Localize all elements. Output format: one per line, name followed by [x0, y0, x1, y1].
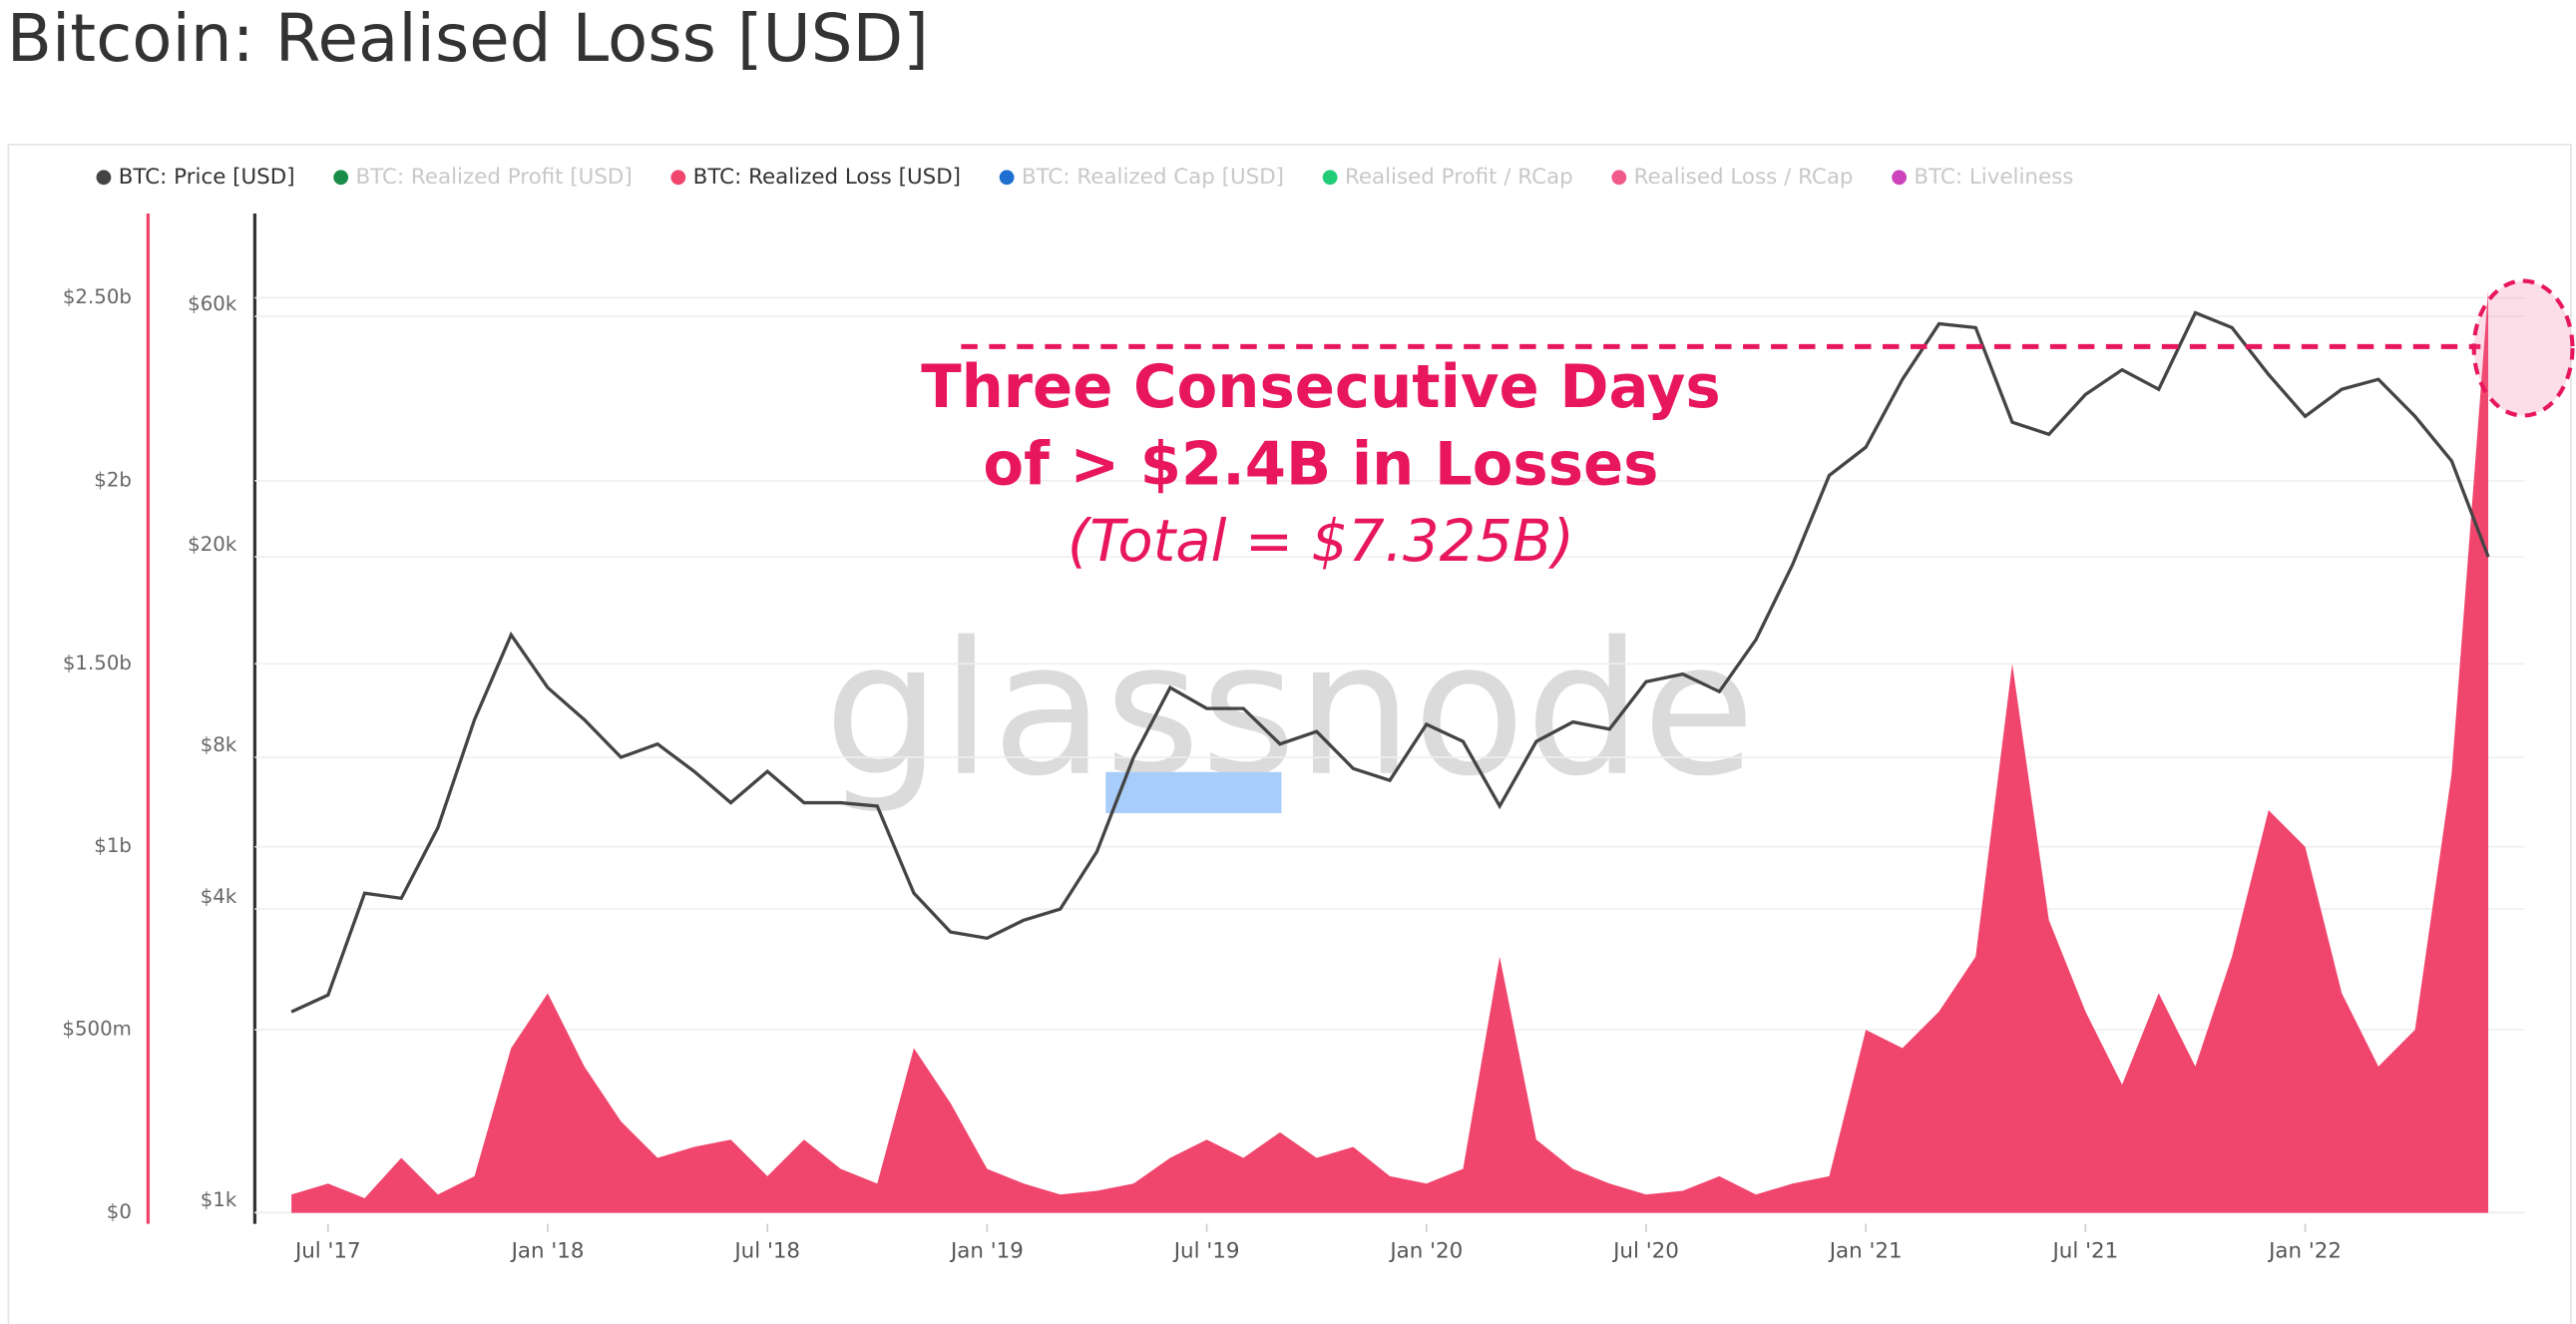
x-tick-label: Jan '22 — [2267, 1239, 2342, 1264]
legend-label[interactable]: Realised Loss / RCap — [1634, 165, 1854, 190]
annotation: (Total = $7.325B) — [1068, 508, 1574, 575]
y-tick-label: $2.50b — [63, 285, 132, 308]
legend-marker — [333, 170, 349, 186]
highlight — [1105, 771, 1282, 813]
x-tick-label: Jan '19 — [949, 1239, 1024, 1264]
annotation: Three Consecutive Days — [921, 352, 1720, 421]
price-line — [290, 310, 2490, 1014]
y2-tick-label: $4k — [201, 885, 237, 908]
x-tick-label: Jan '18 — [510, 1239, 585, 1264]
x-tick-label: Jan '20 — [1388, 1239, 1463, 1264]
legend-label[interactable]: Realised Profit / RCap — [1345, 165, 1573, 190]
legend-label[interactable]: BTC: Realized Cap [USD] — [1022, 165, 1284, 190]
x-tick-label: Jul '18 — [732, 1239, 800, 1264]
watermark: glassnode — [824, 604, 1756, 817]
legend-label[interactable]: BTC: Price [USD] — [119, 165, 295, 190]
y-tick-label: $1b — [94, 834, 132, 857]
x-tick-label: Jan '21 — [1828, 1239, 1903, 1264]
legend-marker — [670, 170, 686, 186]
annotation: of > $2.4B in Losses — [983, 429, 1658, 498]
y2-tick-label: $20k — [188, 533, 237, 556]
x-tick-label: Jul '19 — [1172, 1239, 1240, 1264]
legend-marker — [999, 170, 1015, 186]
plot: $0 $500m $1b $1.50b $2b $2.50b $1k $4k $8k $20k $6… — [62, 214, 2525, 1264]
y2-tick-label: $60k — [188, 292, 237, 315]
y-tick-label: $0 — [107, 1200, 132, 1223]
y-tick-label: $1.50b — [63, 652, 132, 674]
x-tick-label: Jul '21 — [2050, 1239, 2118, 1264]
legend-marker — [1611, 170, 1627, 186]
highlight-circle — [2471, 278, 2575, 418]
chart-frame — [7, 144, 2572, 1324]
legend-label[interactable]: BTC: Realized Loss [USD] — [693, 165, 961, 190]
page-title: Bitcoin: Realised Loss [USD] — [7, 0, 929, 77]
legend-label[interactable]: BTC: Realized Profit [USD] — [355, 165, 632, 190]
legend-label[interactable]: BTC: Liveliness — [1914, 165, 2073, 190]
y-tick-label: $2b — [94, 468, 132, 491]
y2-tick-label: $8k — [201, 733, 237, 756]
x-tick-label: Jul '17 — [293, 1239, 361, 1264]
loss-area — [291, 290, 2489, 1213]
legend-marker — [1892, 170, 1908, 186]
legend-marker — [96, 170, 112, 186]
legend-marker — [1322, 170, 1338, 186]
y2-tick-label: $1k — [201, 1188, 237, 1211]
y-tick-label: $500m — [62, 1018, 132, 1041]
x-tick-label: Jul '20 — [1611, 1239, 1679, 1264]
